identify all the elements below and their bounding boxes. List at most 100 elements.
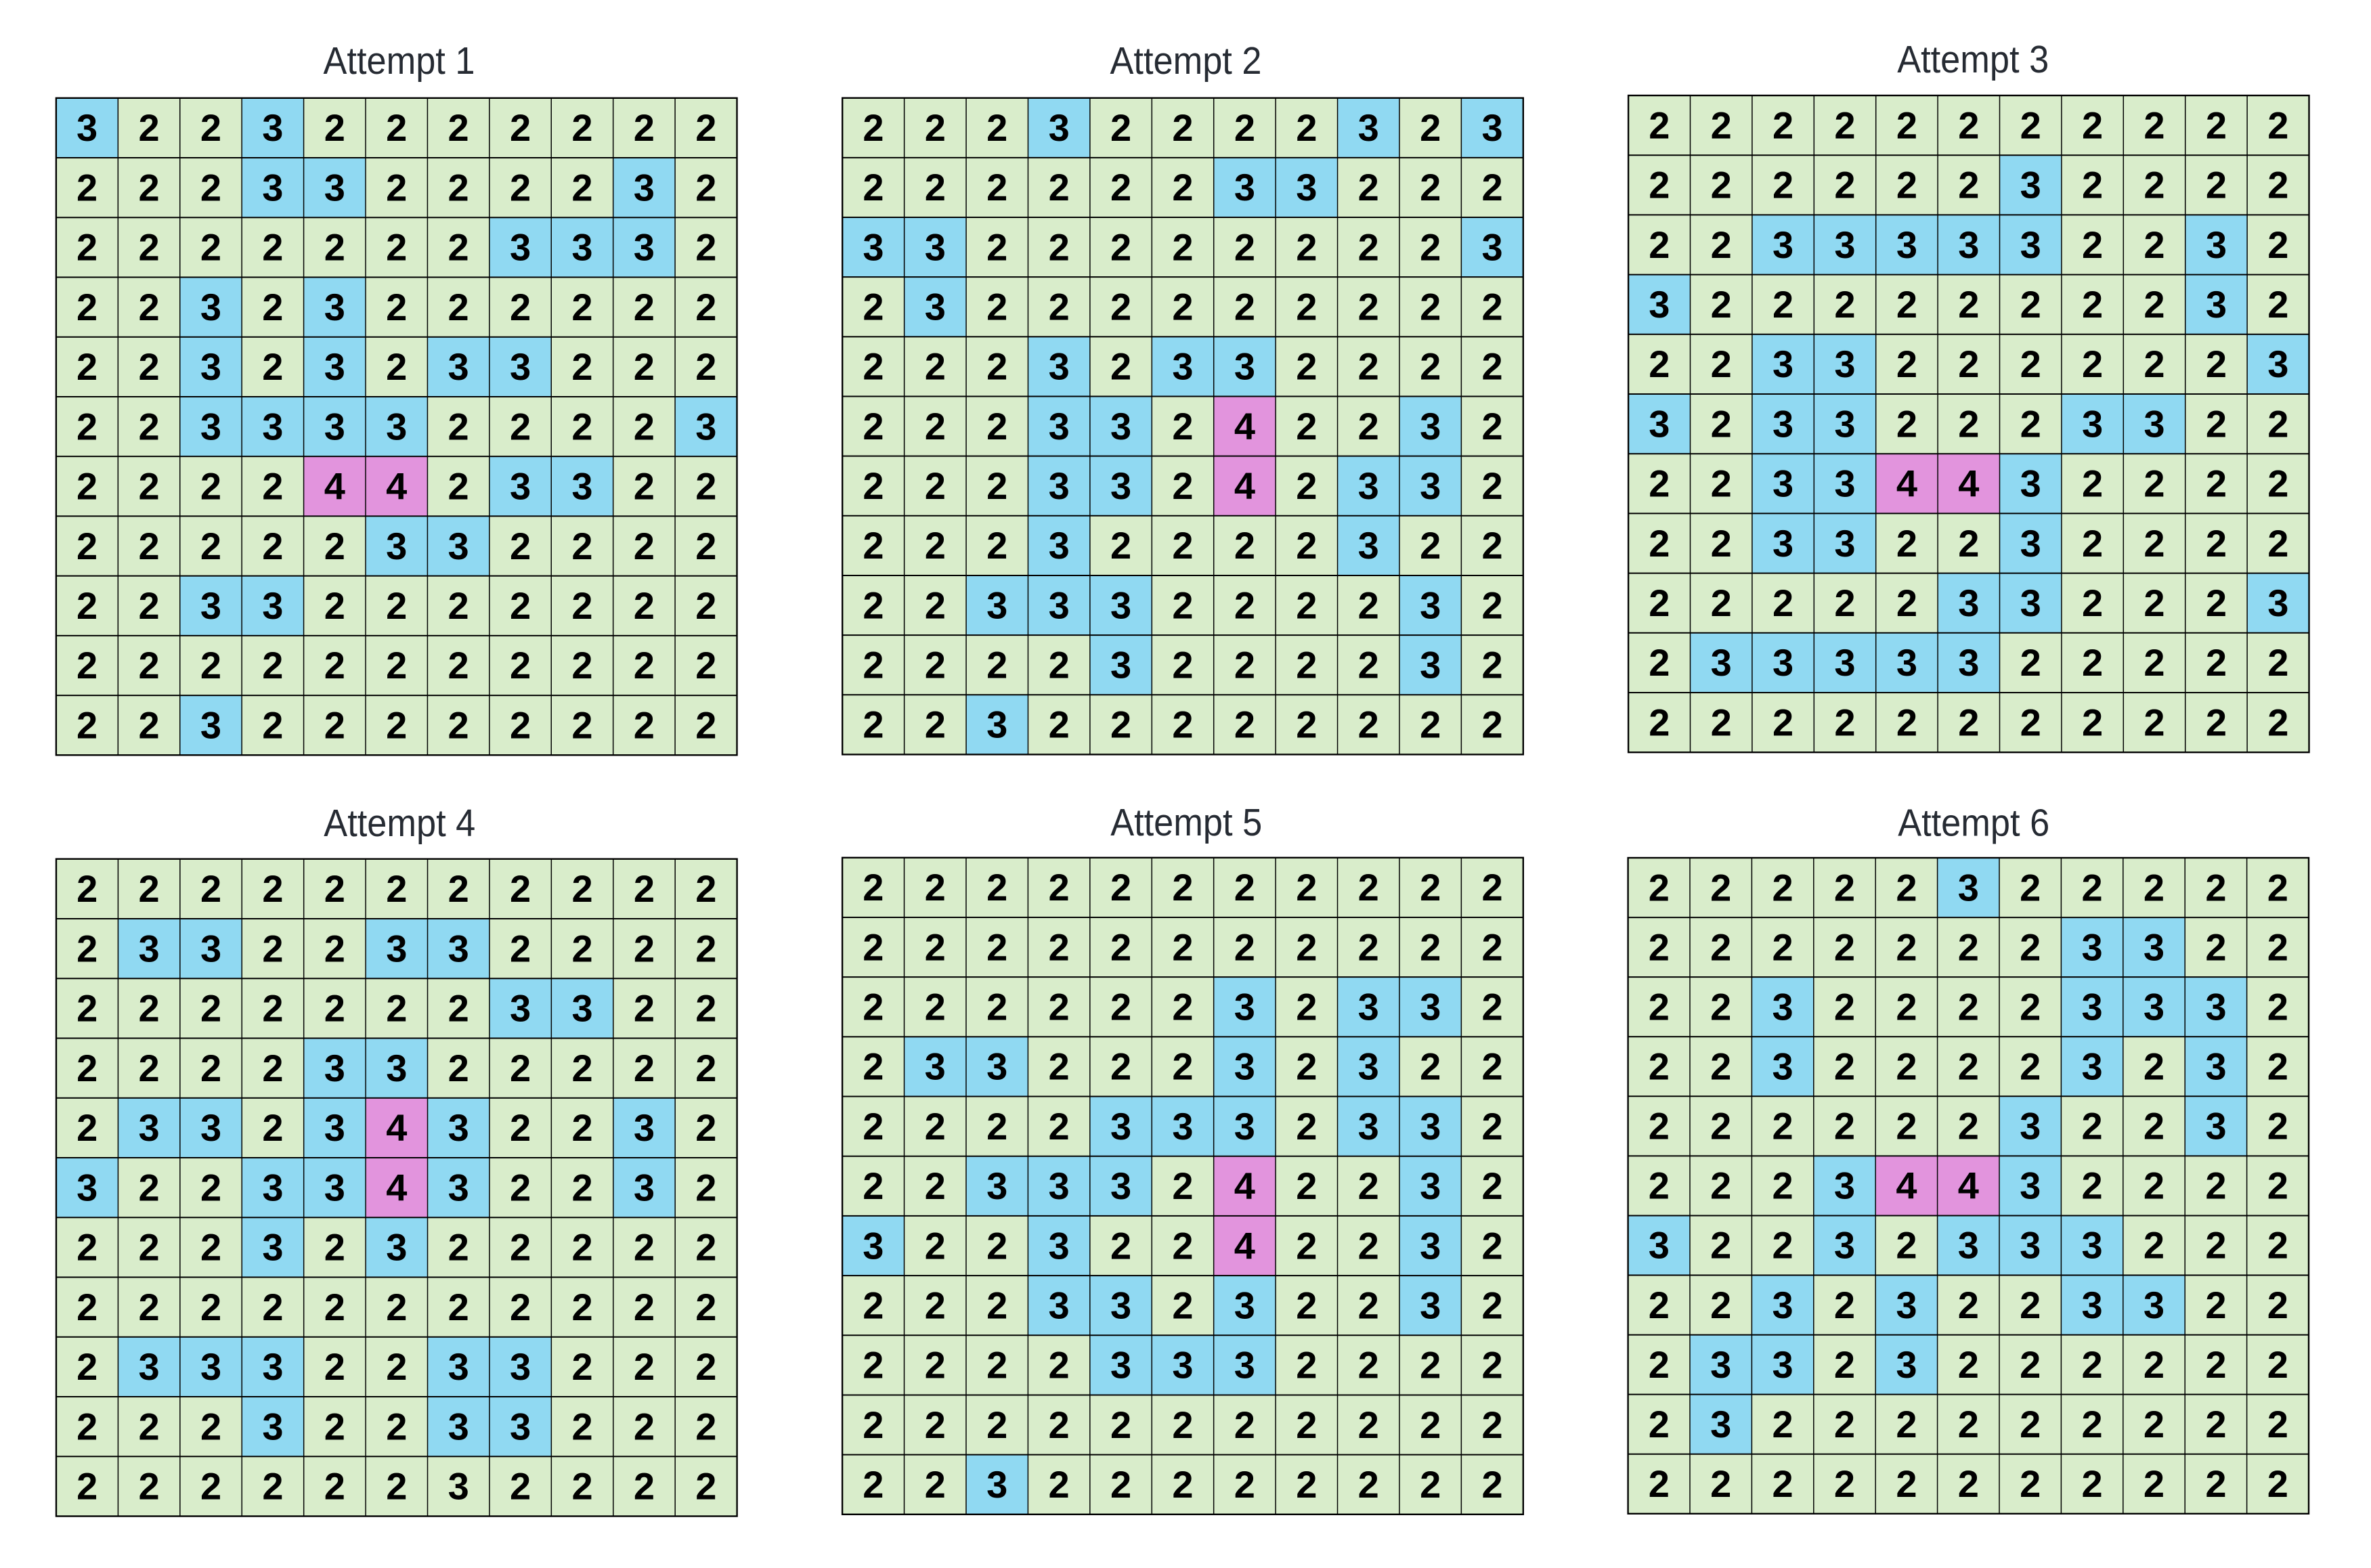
svg-text:2: 2: [77, 226, 97, 269]
svg-text:3: 3: [925, 1045, 946, 1088]
svg-text:2: 2: [386, 867, 407, 910]
svg-text:2: 2: [2082, 343, 2103, 385]
svg-text:2: 2: [695, 1047, 716, 1089]
svg-text:2: 2: [510, 584, 531, 627]
svg-text:2: 2: [1296, 1164, 1317, 1207]
svg-text:2: 2: [448, 584, 469, 627]
svg-text:3: 3: [986, 703, 1007, 746]
svg-text:Attempt 4: Attempt 4: [324, 802, 475, 845]
svg-text:3: 3: [2267, 343, 2288, 385]
svg-text:2: 2: [1172, 643, 1193, 686]
svg-text:2: 2: [1172, 1164, 1193, 1207]
svg-text:2: 2: [2206, 701, 2227, 743]
svg-text:2: 2: [2144, 1045, 2165, 1088]
svg-text:3: 3: [1834, 641, 1855, 684]
svg-text:2: 2: [77, 166, 97, 209]
svg-text:2: 2: [695, 1166, 716, 1208]
svg-text:2: 2: [262, 987, 283, 1030]
svg-text:2: 2: [2082, 866, 2103, 909]
svg-text:2: 2: [1896, 582, 1917, 624]
svg-text:2: 2: [324, 1286, 345, 1328]
svg-text:3: 3: [1110, 1344, 1131, 1387]
svg-text:2: 2: [1358, 1164, 1379, 1207]
svg-text:2: 2: [77, 867, 97, 910]
svg-text:2: 2: [695, 465, 716, 508]
svg-text:3: 3: [571, 226, 592, 269]
svg-text:3: 3: [634, 226, 655, 269]
svg-text:3: 3: [200, 286, 221, 328]
svg-text:2: 2: [2020, 1343, 2041, 1386]
svg-text:3: 3: [1172, 345, 1193, 388]
svg-text:2: 2: [1172, 225, 1193, 268]
svg-text:2: 2: [1772, 1105, 1793, 1148]
svg-text:2: 2: [448, 106, 469, 149]
svg-text:3: 3: [1420, 1284, 1441, 1326]
svg-text:2: 2: [2082, 104, 2103, 146]
svg-text:2: 2: [2082, 1403, 2103, 1445]
svg-text:3: 3: [262, 1226, 283, 1269]
svg-text:2: 2: [324, 703, 345, 746]
svg-text:2: 2: [1649, 1343, 1670, 1386]
svg-text:2: 2: [1172, 1284, 1193, 1326]
svg-text:2: 2: [571, 1345, 592, 1388]
svg-text:2: 2: [510, 1286, 531, 1328]
svg-text:2: 2: [925, 1284, 946, 1326]
svg-text:3: 3: [510, 1405, 531, 1447]
svg-text:2: 2: [2020, 701, 2041, 743]
svg-text:3: 3: [1049, 106, 1070, 149]
svg-text:3: 3: [1420, 405, 1441, 448]
svg-text:2: 2: [925, 345, 946, 388]
svg-text:2: 2: [634, 1047, 655, 1089]
svg-text:2: 2: [571, 644, 592, 687]
svg-text:2: 2: [1420, 1403, 1441, 1446]
svg-text:2: 2: [1649, 582, 1670, 624]
svg-text:3: 3: [1482, 106, 1503, 149]
svg-text:2: 2: [1296, 1344, 1317, 1387]
svg-text:3: 3: [448, 1465, 469, 1508]
svg-text:2: 2: [2020, 866, 2041, 909]
svg-text:2: 2: [863, 1105, 884, 1148]
svg-text:3: 3: [986, 584, 1007, 626]
svg-text:2: 2: [1711, 582, 1732, 624]
svg-text:2: 2: [200, 106, 221, 149]
svg-text:2: 2: [1358, 1463, 1379, 1506]
svg-text:2: 2: [138, 106, 159, 149]
svg-text:3: 3: [2020, 462, 2041, 505]
svg-text:2: 2: [1834, 1284, 1855, 1326]
svg-text:2: 2: [77, 987, 97, 1030]
svg-text:2: 2: [1896, 283, 1917, 326]
svg-text:2: 2: [1649, 1462, 1670, 1505]
svg-text:2: 2: [1420, 225, 1441, 268]
svg-text:2: 2: [2082, 701, 2103, 743]
svg-text:3: 3: [2144, 985, 2165, 1028]
svg-text:3: 3: [324, 1106, 345, 1149]
svg-text:2: 2: [2267, 164, 2288, 206]
svg-text:2: 2: [1834, 582, 1855, 624]
svg-text:2: 2: [1482, 866, 1503, 909]
svg-text:3: 3: [1772, 223, 1793, 266]
svg-text:2: 2: [986, 464, 1007, 507]
svg-text:2: 2: [1358, 703, 1379, 746]
svg-text:2: 2: [2082, 283, 2103, 326]
svg-text:2: 2: [2082, 223, 2103, 266]
svg-text:2: 2: [1834, 1105, 1855, 1148]
svg-text:2: 2: [695, 1345, 716, 1388]
svg-text:2: 2: [1296, 1105, 1317, 1148]
svg-text:Attempt 1: Attempt 1: [324, 39, 475, 83]
svg-text:2: 2: [1649, 462, 1670, 505]
svg-text:2: 2: [510, 644, 531, 687]
svg-text:3: 3: [200, 1106, 221, 1149]
svg-text:3: 3: [1110, 1164, 1131, 1207]
svg-text:3: 3: [1711, 641, 1732, 684]
svg-text:3: 3: [2205, 985, 2226, 1028]
svg-text:2: 2: [2205, 1462, 2226, 1505]
svg-text:2: 2: [386, 703, 407, 746]
svg-text:2: 2: [1958, 1343, 1979, 1386]
svg-text:2: 2: [1172, 286, 1193, 328]
svg-text:2: 2: [77, 927, 97, 970]
svg-text:3: 3: [1172, 1105, 1193, 1148]
svg-text:2: 2: [1649, 1105, 1670, 1148]
svg-text:2: 2: [1482, 1224, 1503, 1267]
svg-text:3: 3: [1234, 986, 1255, 1028]
svg-text:2: 2: [1296, 1045, 1317, 1088]
